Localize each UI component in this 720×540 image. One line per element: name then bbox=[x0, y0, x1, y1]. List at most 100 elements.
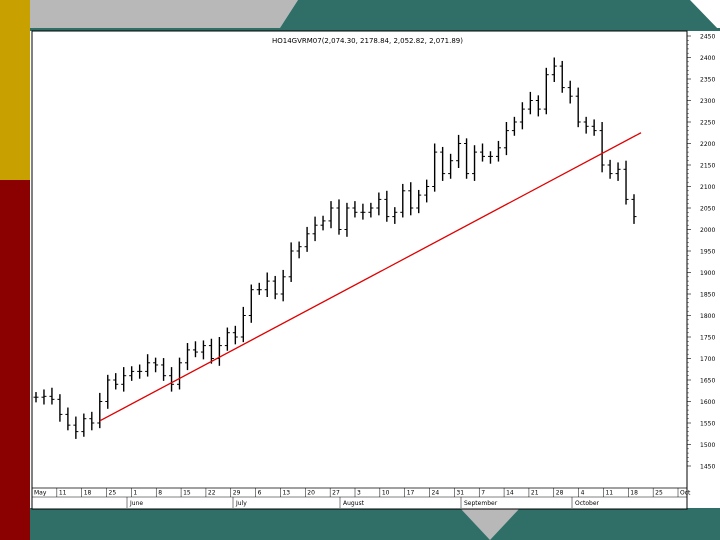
price-bar-69 bbox=[583, 116, 589, 134]
price-bar-15 bbox=[153, 357, 159, 373]
x-tick-label-11: 20 bbox=[307, 490, 315, 497]
price-bar-17 bbox=[169, 367, 175, 392]
price-bar-75 bbox=[631, 194, 637, 224]
x-tick-label-7: 22 bbox=[208, 490, 216, 497]
x-tick-label-18: 7 bbox=[481, 490, 485, 497]
price-bar-19 bbox=[184, 343, 190, 371]
price-bar-6 bbox=[81, 413, 87, 437]
price-bar-54 bbox=[464, 138, 470, 179]
price-bar-40 bbox=[352, 201, 358, 218]
x-tick-label-12: 27 bbox=[332, 490, 340, 497]
y-tick-label-7: 1800 bbox=[700, 313, 715, 320]
price-bar-34 bbox=[304, 226, 310, 252]
x-tick-label-2: 18 bbox=[84, 490, 92, 497]
x-tick-label-24: 18 bbox=[630, 490, 638, 497]
price-bar-50 bbox=[432, 143, 438, 192]
y-tick-label-11: 2000 bbox=[700, 227, 715, 234]
price-bar-7 bbox=[89, 411, 95, 431]
bottom-decor-band bbox=[30, 508, 720, 540]
price-bar-61 bbox=[519, 102, 525, 130]
price-bar-59 bbox=[503, 122, 509, 156]
price-bar-38 bbox=[336, 199, 342, 235]
price-bar-21 bbox=[200, 340, 206, 360]
y-tick-label-4: 1650 bbox=[700, 378, 715, 385]
price-bar-73 bbox=[615, 162, 621, 181]
price-bar-37 bbox=[328, 201, 334, 229]
price-bar-62 bbox=[527, 91, 533, 115]
price-bar-3 bbox=[57, 394, 63, 422]
x-tick-label-23: 11 bbox=[605, 490, 613, 497]
top-decor-band bbox=[30, 0, 720, 31]
x-tick-label-8: 29 bbox=[233, 490, 241, 497]
y-tick-label-5: 1700 bbox=[700, 356, 715, 363]
month-label-2: August bbox=[343, 500, 365, 507]
month-label-4: October bbox=[575, 500, 600, 507]
price-bar-67 bbox=[567, 80, 573, 104]
month-label-0: June bbox=[129, 500, 143, 507]
chart-title: HO14GVRM07(2,074.30, 2178.84, 2,052.82, … bbox=[272, 37, 463, 45]
price-bar-27 bbox=[248, 284, 254, 323]
x-tick-label-4: 1 bbox=[133, 490, 137, 497]
x-tick-label-16: 24 bbox=[432, 490, 440, 497]
price-bar-12 bbox=[129, 366, 135, 381]
y-tick-label-13: 2100 bbox=[700, 184, 715, 191]
price-bar-31 bbox=[280, 269, 286, 302]
price-bar-43 bbox=[376, 192, 382, 216]
red-accent-bar bbox=[0, 180, 30, 540]
price-bar-49 bbox=[424, 179, 430, 203]
price-bar-5 bbox=[73, 416, 79, 439]
price-bar-2 bbox=[49, 387, 55, 405]
x-tick-label-3: 25 bbox=[109, 490, 117, 497]
price-bar-46 bbox=[400, 183, 406, 218]
price-bar-52 bbox=[448, 153, 454, 179]
price-bar-57 bbox=[487, 151, 493, 164]
price-bar-14 bbox=[145, 354, 151, 377]
price-bar-55 bbox=[472, 145, 478, 181]
y-tick-label-8: 1850 bbox=[700, 292, 715, 299]
price-bar-8 bbox=[97, 392, 103, 429]
price-bar-32 bbox=[288, 242, 294, 282]
x-tick-label-10: 13 bbox=[282, 490, 290, 497]
price-bar-28 bbox=[256, 282, 262, 295]
price-bar-53 bbox=[456, 134, 462, 169]
month-label-3: September bbox=[464, 500, 498, 507]
price-bar-74 bbox=[623, 160, 629, 205]
y-tick-label-2: 1550 bbox=[700, 421, 715, 428]
price-bar-56 bbox=[480, 143, 486, 162]
x-tick-label-22: 4 bbox=[581, 490, 585, 497]
price-bar-41 bbox=[360, 203, 366, 220]
y-tick-label-12: 2050 bbox=[700, 206, 715, 213]
y-tick-label-14: 2150 bbox=[700, 163, 715, 170]
y-tick-label-18: 2350 bbox=[700, 77, 715, 84]
x-tick-label-25: 25 bbox=[655, 490, 663, 497]
y-tick-label-15: 2200 bbox=[700, 141, 715, 148]
y-tick-label-16: 2250 bbox=[700, 120, 715, 127]
price-bar-26 bbox=[240, 306, 246, 343]
price-bar-65 bbox=[551, 57, 557, 83]
x-tick-label-13: 3 bbox=[357, 490, 361, 497]
price-bar-29 bbox=[264, 272, 270, 298]
x-tick-label-15: 17 bbox=[407, 490, 415, 497]
price-bar-58 bbox=[495, 140, 501, 162]
price-bar-33 bbox=[296, 241, 302, 259]
price-bar-36 bbox=[320, 215, 326, 231]
price-bar-66 bbox=[559, 60, 565, 93]
y-tick-label-20: 2450 bbox=[700, 34, 715, 41]
price-bar-16 bbox=[161, 358, 167, 381]
x-axis: May 11 18 25 1 8 15 22 29 6 13 20 27 3 10 17 24 31 7 14 21 28… bbox=[31, 487, 691, 508]
x-tick-label-9: 6 bbox=[258, 490, 262, 497]
price-bar-47 bbox=[408, 182, 414, 216]
price-bar-60 bbox=[511, 116, 517, 136]
price-bar-45 bbox=[392, 207, 398, 224]
plot-area bbox=[33, 57, 642, 439]
x-tick-label-21: 28 bbox=[556, 490, 564, 497]
x-tick-label-1: 11 bbox=[59, 490, 67, 497]
price-bar-44 bbox=[384, 190, 390, 222]
price-bar-68 bbox=[575, 87, 581, 128]
x-tick-label-26: Oct bbox=[680, 490, 691, 497]
y-tick-label-6: 1750 bbox=[700, 335, 715, 342]
price-bar-4 bbox=[65, 407, 71, 431]
y-tick-label-3: 1600 bbox=[700, 399, 715, 406]
price-bar-24 bbox=[224, 327, 230, 351]
